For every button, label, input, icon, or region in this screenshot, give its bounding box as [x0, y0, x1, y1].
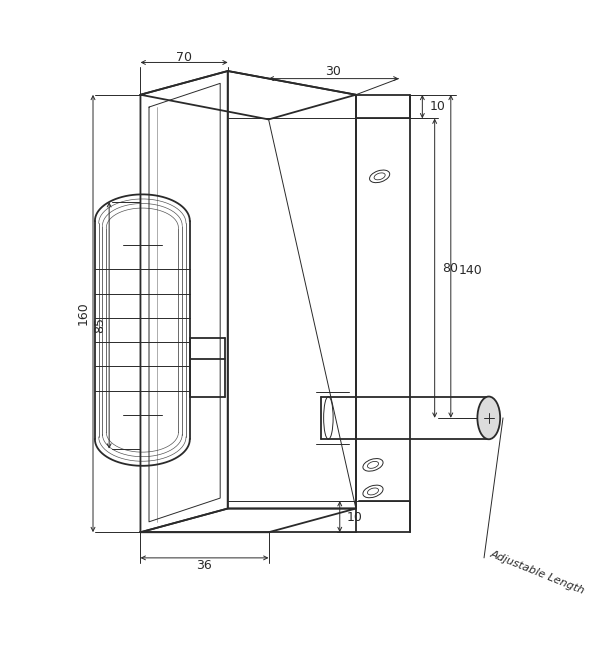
Ellipse shape: [367, 488, 379, 495]
Text: 70: 70: [176, 51, 192, 64]
Ellipse shape: [363, 485, 383, 498]
Text: Adjustable Length: Adjustable Length: [489, 548, 586, 596]
Text: 160: 160: [77, 301, 90, 325]
Text: 10: 10: [430, 100, 446, 113]
Text: 10: 10: [346, 511, 362, 524]
Ellipse shape: [370, 170, 390, 183]
Text: 30: 30: [325, 66, 341, 78]
Text: 36: 36: [196, 559, 212, 572]
Ellipse shape: [374, 173, 385, 180]
Ellipse shape: [363, 459, 383, 471]
Ellipse shape: [478, 396, 500, 440]
Ellipse shape: [367, 461, 379, 468]
Text: 140: 140: [458, 264, 482, 277]
Text: 85: 85: [93, 317, 106, 333]
Text: 80: 80: [442, 262, 458, 275]
